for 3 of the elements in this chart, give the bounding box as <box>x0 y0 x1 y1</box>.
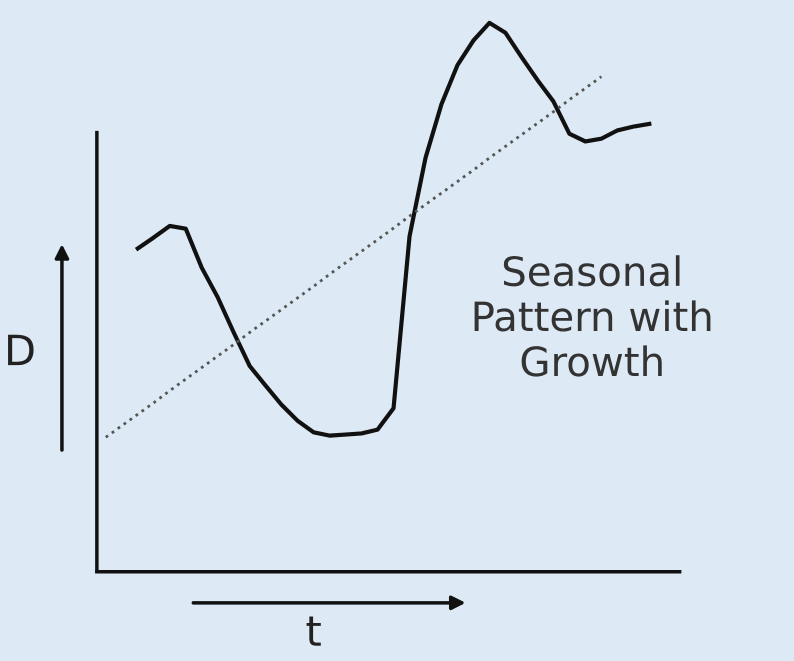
annotation: Seasonal Pattern with Growth <box>474 255 710 377</box>
x-axis-title: t <box>306 616 321 646</box>
y-axis-title: D <box>8 334 34 366</box>
